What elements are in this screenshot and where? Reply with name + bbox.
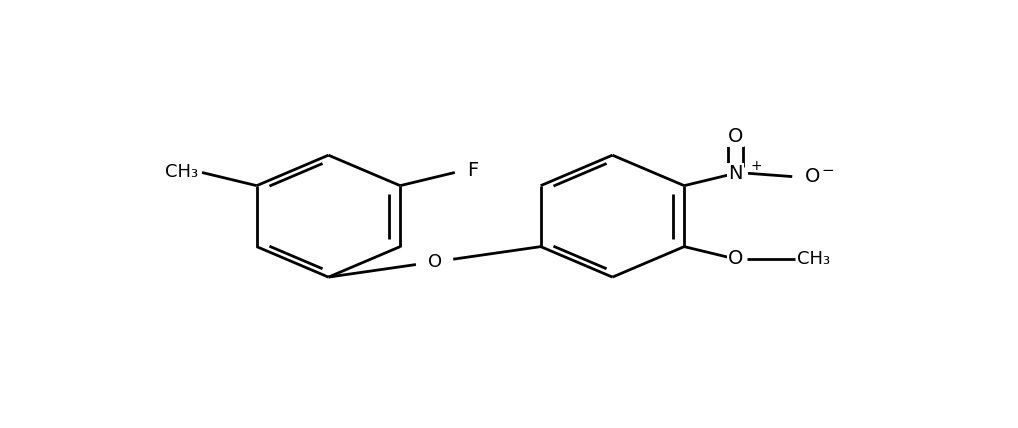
Text: F: F xyxy=(466,161,477,180)
Text: +: + xyxy=(750,159,761,173)
Text: CH₃: CH₃ xyxy=(165,163,199,181)
Text: N: N xyxy=(728,164,743,183)
Text: −: − xyxy=(822,163,834,178)
Text: O: O xyxy=(728,250,743,268)
Text: O: O xyxy=(728,127,743,146)
Text: O: O xyxy=(428,253,442,271)
Text: CH₃: CH₃ xyxy=(797,250,830,268)
Text: O: O xyxy=(805,167,821,186)
